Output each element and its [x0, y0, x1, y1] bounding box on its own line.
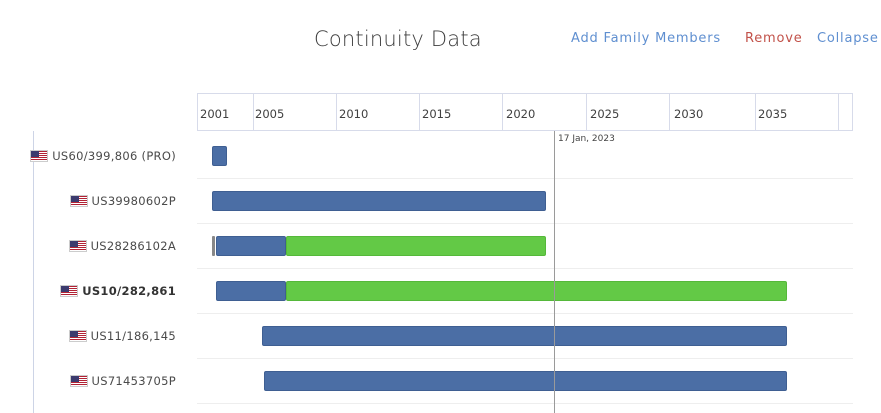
family-member-row-label[interactable]: US11/186,145	[68, 327, 176, 345]
patent-number: US10/282,861	[82, 284, 176, 298]
pending-period-bar[interactable]	[264, 371, 787, 391]
axis-tick-label: 2005	[255, 107, 285, 121]
patent-number: US60/399,806 (PRO)	[52, 149, 176, 163]
axis-tick-label: 2025	[590, 107, 620, 121]
axis-tick-label: 2001	[200, 107, 230, 121]
axis-tick	[755, 94, 756, 130]
axis-tick-label: 2020	[506, 107, 536, 121]
timeline-axis	[197, 93, 853, 131]
add-family-members-link[interactable]: Add Family Members	[571, 31, 721, 46]
us-flag-icon	[30, 150, 49, 162]
axis-tick	[253, 94, 254, 130]
family-member-row-label[interactable]: US28286102A	[68, 237, 176, 255]
pending-period-bar[interactable]	[212, 146, 227, 166]
row-divider	[197, 403, 853, 404]
axis-tick-label: 2030	[674, 107, 704, 121]
us-flag-icon	[69, 195, 88, 207]
us-flag-icon	[68, 330, 87, 342]
axis-tick	[838, 94, 839, 130]
pending-period-bar[interactable]	[262, 326, 787, 346]
family-member-row-label[interactable]: US71453705P	[69, 372, 177, 390]
today-marker-line	[554, 131, 555, 413]
row-divider	[197, 313, 853, 314]
axis-tick-label: 2010	[339, 107, 369, 121]
row-divider	[197, 178, 853, 179]
us-flag-icon	[60, 285, 79, 297]
axis-tick	[419, 94, 420, 130]
rows-left-border	[33, 131, 34, 413]
patent-number: US39980602P	[91, 194, 176, 208]
axis-tick-label: 2035	[758, 107, 788, 121]
axis-tick	[336, 94, 337, 130]
collapse-link[interactable]: Collapse	[817, 31, 879, 46]
remove-link[interactable]: Remove	[745, 31, 803, 46]
pending-period-bar[interactable]	[212, 191, 546, 211]
patent-number: US11/186,145	[90, 329, 176, 343]
family-member-row-label[interactable]: US39980602P	[69, 192, 177, 210]
row-divider	[197, 358, 853, 359]
family-member-row-label[interactable]: US60/399,806 (PRO)	[30, 147, 176, 165]
active-period-bar[interactable]	[286, 236, 546, 256]
axis-tick	[502, 94, 503, 130]
us-flag-icon	[69, 375, 88, 387]
active-period-bar[interactable]	[286, 281, 787, 301]
patent-number: US71453705P	[91, 374, 176, 388]
axis-tick	[586, 94, 587, 130]
axis-tick	[669, 94, 670, 130]
page-title: Continuity Data	[314, 27, 482, 51]
today-marker-label: 17 Jan, 2023	[558, 134, 615, 144]
filing-marker-bar[interactable]	[212, 236, 215, 256]
row-divider	[197, 268, 853, 269]
patent-number: US28286102A	[90, 239, 176, 253]
axis-tick-label: 2015	[422, 107, 452, 121]
pending-period-bar[interactable]	[216, 236, 286, 256]
row-divider	[197, 223, 853, 224]
pending-period-bar[interactable]	[216, 281, 286, 301]
family-member-row-label-current[interactable]: US10/282,861	[60, 282, 176, 300]
us-flag-icon	[68, 240, 87, 252]
